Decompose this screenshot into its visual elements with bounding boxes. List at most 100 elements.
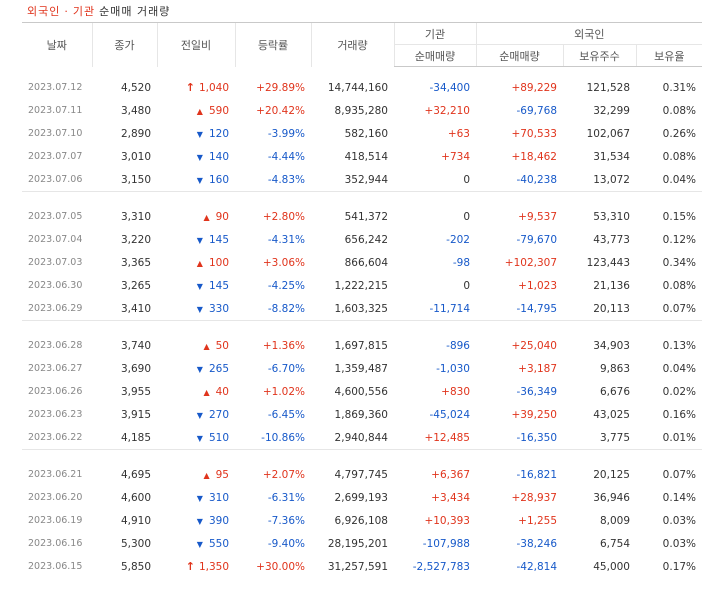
row-inst-net: -107,988 bbox=[422, 537, 470, 550]
table-row: 2023.06.26 3,955 ▲ 40 +1.02% 4,600,556 +830 -36… bbox=[22, 380, 702, 403]
col-close: 종가 bbox=[91, 22, 157, 67]
col-foreign-net: 순매매량 bbox=[475, 44, 563, 67]
row-foreign-ratio: 0.15% bbox=[662, 210, 697, 223]
row-change-value: 100 bbox=[208, 256, 229, 269]
row-date: 2023.07.03 bbox=[28, 257, 83, 268]
row-foreign-net: +18,462 bbox=[511, 150, 557, 163]
title-suffix: 순매매 거래량 bbox=[99, 5, 171, 18]
row-foreign-shares: 31,534 bbox=[593, 150, 630, 163]
row-foreign-shares: 43,773 bbox=[593, 233, 630, 246]
row-inst-net: -2,527,783 bbox=[412, 560, 470, 573]
row-date: 2023.06.16 bbox=[28, 538, 83, 549]
section-title: 외국인 · 기관 순매매 거래량 bbox=[27, 3, 170, 19]
col-inst-net: 순매매량 bbox=[393, 44, 476, 67]
row-foreign-net: +1,023 bbox=[518, 279, 557, 292]
row-date: 2023.06.15 bbox=[28, 561, 83, 572]
row-close: 4,185 bbox=[120, 431, 151, 444]
row-inst-net: -1,030 bbox=[436, 362, 470, 375]
row-foreign-net: +1,255 bbox=[518, 514, 557, 527]
row-change: ▲ 90 bbox=[157, 205, 235, 228]
row-foreign-shares: 36,946 bbox=[593, 491, 630, 504]
table-row: 2023.06.20 4,600 ▼ 310 -6.31% 2,699,193 +3,434… bbox=[22, 486, 702, 509]
row-date: 2023.06.28 bbox=[28, 340, 83, 351]
row-rate: -6.70% bbox=[267, 362, 305, 375]
row-foreign-shares: 20,113 bbox=[593, 302, 630, 315]
row-foreign-shares: 13,072 bbox=[593, 173, 630, 186]
row-inst-net: -45,024 bbox=[429, 408, 470, 421]
down-triangle-icon: ▼ bbox=[196, 516, 203, 526]
row-foreign-ratio: 0.03% bbox=[662, 514, 697, 527]
table-row: 2023.06.16 5,300 ▼ 550 -9.40% 28,195,201 -107,… bbox=[22, 532, 702, 555]
table-row: 2023.06.21 4,695 ▲ 95 +2.07% 4,797,745 +6,367 -… bbox=[22, 463, 702, 486]
row-date: 2023.06.22 bbox=[28, 432, 83, 443]
row-volume: 866,604 bbox=[344, 256, 388, 269]
row-date: 2023.07.05 bbox=[28, 211, 83, 222]
row-foreign-net: +89,229 bbox=[511, 81, 557, 94]
table-row: 2023.07.05 3,310 ▲ 90 +2.80% 541,372 0 +9,537 53… bbox=[22, 205, 702, 228]
table-row: 2023.06.30 3,265 ▼ 145 -4.25% 1,222,215 0 +1,02… bbox=[22, 274, 702, 297]
row-inst-net: -34,400 bbox=[429, 81, 470, 94]
row-foreign-ratio: 0.31% bbox=[662, 81, 697, 94]
down-triangle-icon: ▼ bbox=[196, 410, 203, 420]
col-foreign-shares: 보유주수 bbox=[562, 44, 636, 67]
row-volume: 1,603,325 bbox=[334, 302, 388, 315]
row-foreign-shares: 21,136 bbox=[593, 279, 630, 292]
table-row: 2023.06.29 3,410 ▼ 330 -8.82% 1,603,325 -11,71… bbox=[22, 297, 702, 321]
tab-institution[interactable]: 기관 bbox=[72, 5, 96, 18]
table-row: 2023.07.12 4,520 ↑ 1,040 +29.89% 14,744,160 -3… bbox=[22, 76, 702, 99]
row-change: ▲ 40 bbox=[157, 380, 235, 403]
row-inst-net: +12,485 bbox=[424, 431, 470, 444]
col-rate: 등락률 bbox=[234, 22, 311, 67]
row-inst-net: 0 bbox=[463, 279, 470, 292]
row-change: ▼ 140 bbox=[157, 145, 235, 168]
row-close: 4,910 bbox=[120, 514, 151, 527]
row-foreign-net: -36,349 bbox=[516, 385, 557, 398]
row-foreign-net: -14,795 bbox=[516, 302, 557, 315]
row-rate: -10.86% bbox=[261, 431, 305, 444]
row-inst-net: +6,367 bbox=[431, 468, 470, 481]
table-row: 2023.06.28 3,740 ▲ 50 +1.36% 1,697,815 -896 +25… bbox=[22, 334, 702, 357]
row-rate: -4.83% bbox=[267, 173, 305, 186]
down-triangle-icon: ▼ bbox=[196, 175, 203, 185]
row-close: 4,695 bbox=[120, 468, 151, 481]
down-triangle-icon: ▼ bbox=[196, 433, 203, 443]
row-rate: +20.42% bbox=[256, 104, 305, 117]
row-foreign-net: -40,238 bbox=[516, 173, 557, 186]
row-rate: +2.80% bbox=[262, 210, 305, 223]
row-change: ▲ 95 bbox=[157, 463, 235, 486]
row-close: 3,265 bbox=[120, 279, 151, 292]
trading-table: 날짜 종가 전일비 등락률 거래량 기관 외국인 순매매량 순매매량 보유주수 … bbox=[22, 22, 703, 578]
row-change-value: 510 bbox=[208, 431, 229, 444]
row-foreign-net: +28,937 bbox=[511, 491, 557, 504]
row-foreign-net: +25,040 bbox=[511, 339, 557, 352]
row-rate: +3.06% bbox=[262, 256, 305, 269]
row-foreign-net: -69,768 bbox=[516, 104, 557, 117]
row-volume: 1,697,815 bbox=[334, 339, 388, 352]
table-row: 2023.07.04 3,220 ▼ 145 -4.31% 656,242 -202 -79,… bbox=[22, 228, 702, 251]
row-foreign-shares: 6,676 bbox=[599, 385, 630, 398]
row-change-value: 145 bbox=[208, 233, 229, 246]
row-foreign-net: -38,246 bbox=[516, 537, 557, 550]
row-volume: 656,242 bbox=[344, 233, 388, 246]
row-inst-net: +3,434 bbox=[431, 491, 470, 504]
row-date: 2023.06.20 bbox=[28, 492, 83, 503]
row-foreign-ratio: 0.04% bbox=[662, 173, 697, 186]
row-volume: 1,222,215 bbox=[334, 279, 388, 292]
row-inst-net: -11,714 bbox=[429, 302, 470, 315]
row-date: 2023.06.30 bbox=[28, 280, 83, 291]
row-inst-net: 0 bbox=[463, 173, 470, 186]
row-change-value: 90 bbox=[215, 210, 229, 223]
tab-foreign[interactable]: 외국인 bbox=[27, 5, 61, 18]
col-group-institution: 기관 bbox=[393, 22, 476, 45]
row-volume: 8,935,280 bbox=[334, 104, 388, 117]
up-triangle-icon: ▲ bbox=[196, 258, 203, 268]
row-change: ▼ 120 bbox=[157, 122, 235, 145]
row-foreign-shares: 6,754 bbox=[599, 537, 630, 550]
row-inst-net: +10,393 bbox=[424, 514, 470, 527]
row-foreign-ratio: 0.04% bbox=[662, 362, 697, 375]
group-divider bbox=[22, 320, 703, 334]
row-foreign-ratio: 0.01% bbox=[662, 431, 697, 444]
col-group-foreign: 외국인 bbox=[475, 22, 703, 45]
row-foreign-ratio: 0.03% bbox=[662, 537, 697, 550]
row-volume: 2,940,844 bbox=[334, 431, 388, 444]
